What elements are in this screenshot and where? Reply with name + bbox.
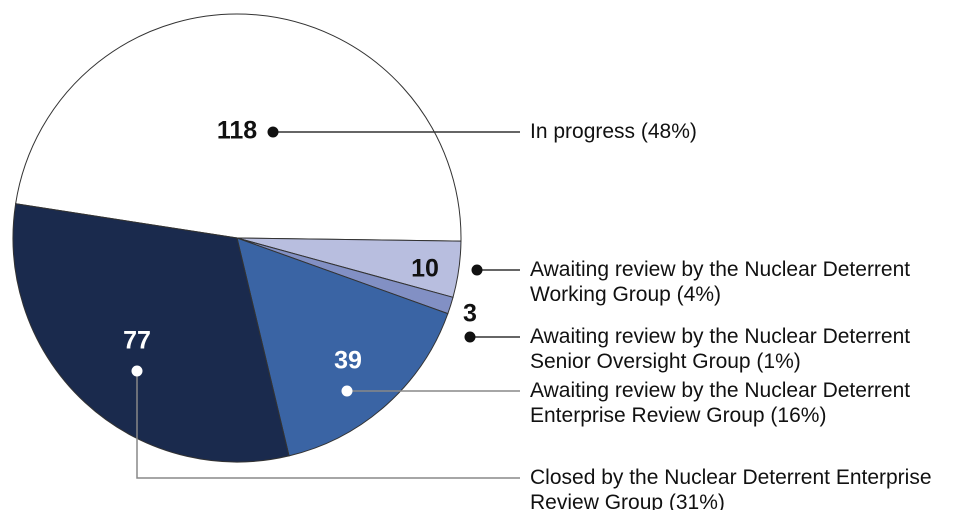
pie-slice (236, 237, 449, 457)
leader-dot (464, 331, 476, 343)
legend-label: Awaiting review by the Nuclear Deterrent… (530, 258, 911, 306)
legend-label: In progress (48%) (530, 120, 697, 143)
legend-label: Closed by the Nuclear Deterrent Enterpri… (530, 466, 932, 510)
pie-slice (12, 203, 290, 463)
legend-label: Awaiting review by the Nuclear Deterrent… (530, 325, 911, 373)
data-label: 39 (334, 347, 362, 375)
data-label: 10 (411, 255, 439, 283)
data-label: 3 (463, 300, 477, 328)
leader-dot (341, 385, 353, 397)
leader-line (136, 371, 520, 479)
legend-label: Awaiting review by the Nuclear Deterrent… (530, 379, 911, 427)
leader-dot (267, 126, 279, 138)
leader-dot (471, 264, 483, 276)
data-label: 118 (217, 117, 257, 145)
pie-slice (15, 13, 462, 242)
data-label: 77 (123, 327, 151, 355)
leader-dot (131, 365, 143, 377)
